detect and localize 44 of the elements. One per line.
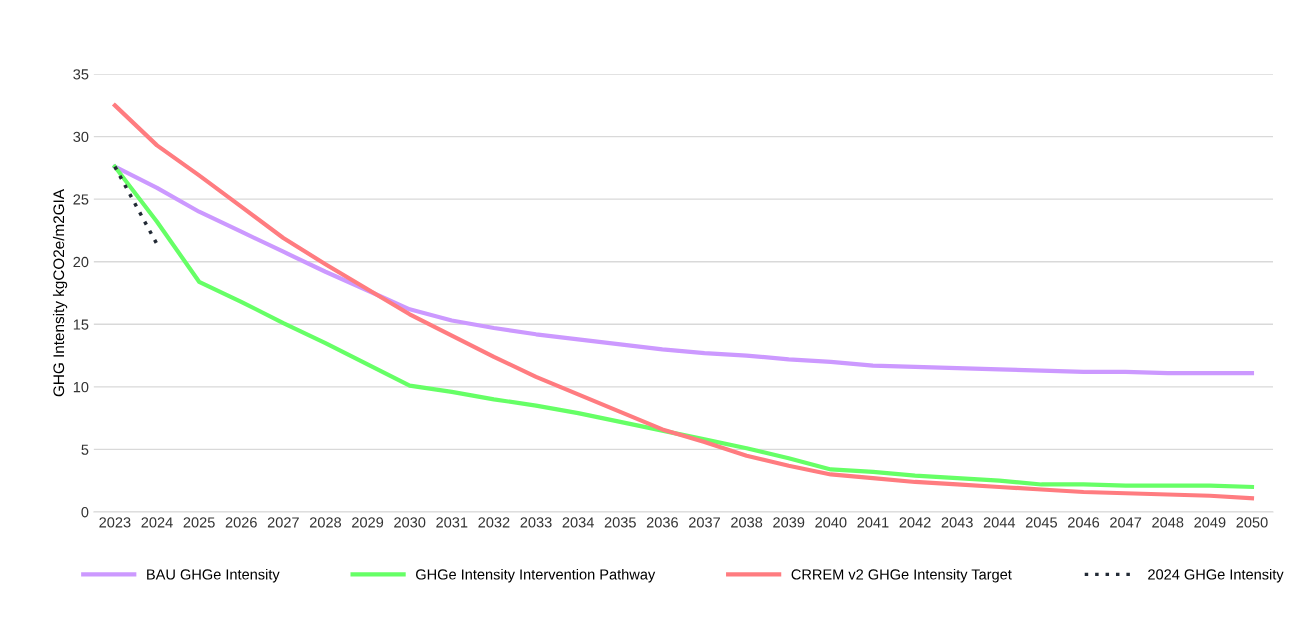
x-tick-label: 2045 xyxy=(1025,517,1058,528)
y-tick-label: 20 xyxy=(73,256,89,268)
x-tick-label: 2042 xyxy=(899,517,931,528)
x-tick-label: 2046 xyxy=(1068,517,1100,528)
legend-label: BAU GHGe Intensity xyxy=(147,568,280,583)
x-tick-label: 2033 xyxy=(520,517,552,528)
x-tick-label: 2023 xyxy=(99,517,131,528)
x-tick-label: 2038 xyxy=(731,517,763,528)
y-tick-label: 15 xyxy=(73,319,89,330)
x-tick-label: 2026 xyxy=(225,517,257,528)
x-tick-label: 2043 xyxy=(941,517,973,528)
line-series xyxy=(112,164,1255,376)
line-series xyxy=(112,103,1255,501)
line-series xyxy=(112,164,1255,490)
y-tick-label: 35 xyxy=(73,69,89,80)
y-tick-label: 0 xyxy=(81,507,89,518)
x-tick-label: 2040 xyxy=(815,517,847,528)
legend-label: CRREM v2 GHGe Intensity Target xyxy=(791,568,1012,583)
x-tick-label: 2044 xyxy=(983,517,1016,528)
x-tick-label: 2024 xyxy=(141,517,173,528)
x-tick-label: 2034 xyxy=(562,517,594,528)
x-tick-label: 2049 xyxy=(1194,517,1226,528)
x-tick-label: 2039 xyxy=(773,517,805,528)
x-tick-label: 2031 xyxy=(436,517,468,528)
x-tick-label: 2025 xyxy=(183,517,215,528)
legend-label: 2024 GHGe Intensity xyxy=(1148,568,1284,583)
y-tick-label: 10 xyxy=(73,381,89,393)
x-tick-label: 2036 xyxy=(646,517,678,528)
y-tick-label: 25 xyxy=(73,194,89,205)
x-tick-label: 2048 xyxy=(1152,517,1184,528)
x-tick-label: 2028 xyxy=(309,517,342,528)
x-tick-label: 2050 xyxy=(1236,517,1268,528)
x-tick-label: 2027 xyxy=(267,517,299,528)
x-tick-label: 2029 xyxy=(352,517,384,528)
y-axis-title: GHG Intensity kgCO2e/m2GIA xyxy=(52,189,68,397)
x-tick-label: 2041 xyxy=(857,517,889,528)
x-tick-label: 2035 xyxy=(604,517,636,528)
x-tick-label: 2030 xyxy=(394,517,426,528)
x-tick-label: 2032 xyxy=(478,517,510,528)
legend-label: GHGe Intensity Intervention Pathway xyxy=(416,568,656,583)
x-tick-label: 2037 xyxy=(689,517,720,528)
y-tick-label: 30 xyxy=(73,131,89,143)
x-tick-label: 2047 xyxy=(1110,517,1142,528)
y-tick-label: 5 xyxy=(81,444,89,455)
